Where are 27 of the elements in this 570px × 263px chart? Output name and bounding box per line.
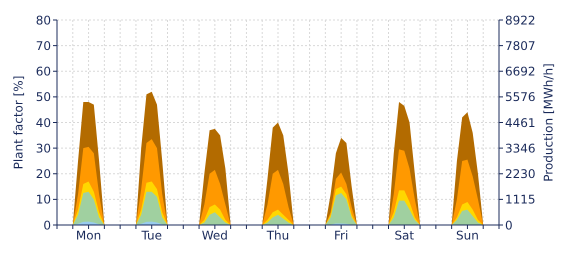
y-tick-label: 30 [36, 141, 51, 156]
x-tick-label: Sun [456, 228, 479, 243]
y-tick-label: 10 [36, 192, 51, 207]
x-tick-label: Tue [140, 228, 162, 243]
y2-tick-label: 1115 [505, 192, 536, 207]
y2-tick-label: 3346 [505, 141, 536, 156]
x-tick-label: Sat [394, 228, 414, 243]
y-tick-label: 20 [36, 167, 51, 182]
y-tick-label: 60 [36, 64, 51, 79]
x-tick-label: Wed [202, 228, 228, 243]
y2-tick-label: 8922 [505, 13, 536, 28]
y-axis-title: Plant factor [%] [11, 76, 26, 170]
y-tick-label: 40 [36, 116, 51, 130]
y-tick-label: 80 [36, 13, 51, 28]
x-tick-label: Mon [76, 228, 102, 243]
y-tick-label: 0 [43, 218, 51, 232]
y2-tick-label: 2230 [505, 167, 536, 182]
y2-tick-label: 5576 [505, 90, 536, 104]
y2-axis-title: Production [MWh/h] [541, 63, 556, 182]
y-tick-label: 50 [36, 90, 51, 104]
y2-tick-label: 7807 [505, 38, 536, 53]
y2-tick-label: 4461 [505, 116, 536, 130]
x-tick-label: Thu [266, 228, 290, 243]
y2-tick-label: 0 [505, 218, 513, 232]
y-tick-label: 70 [36, 38, 51, 53]
y2-tick-label: 6692 [505, 64, 536, 78]
x-tick-label: Fri [334, 228, 348, 243]
